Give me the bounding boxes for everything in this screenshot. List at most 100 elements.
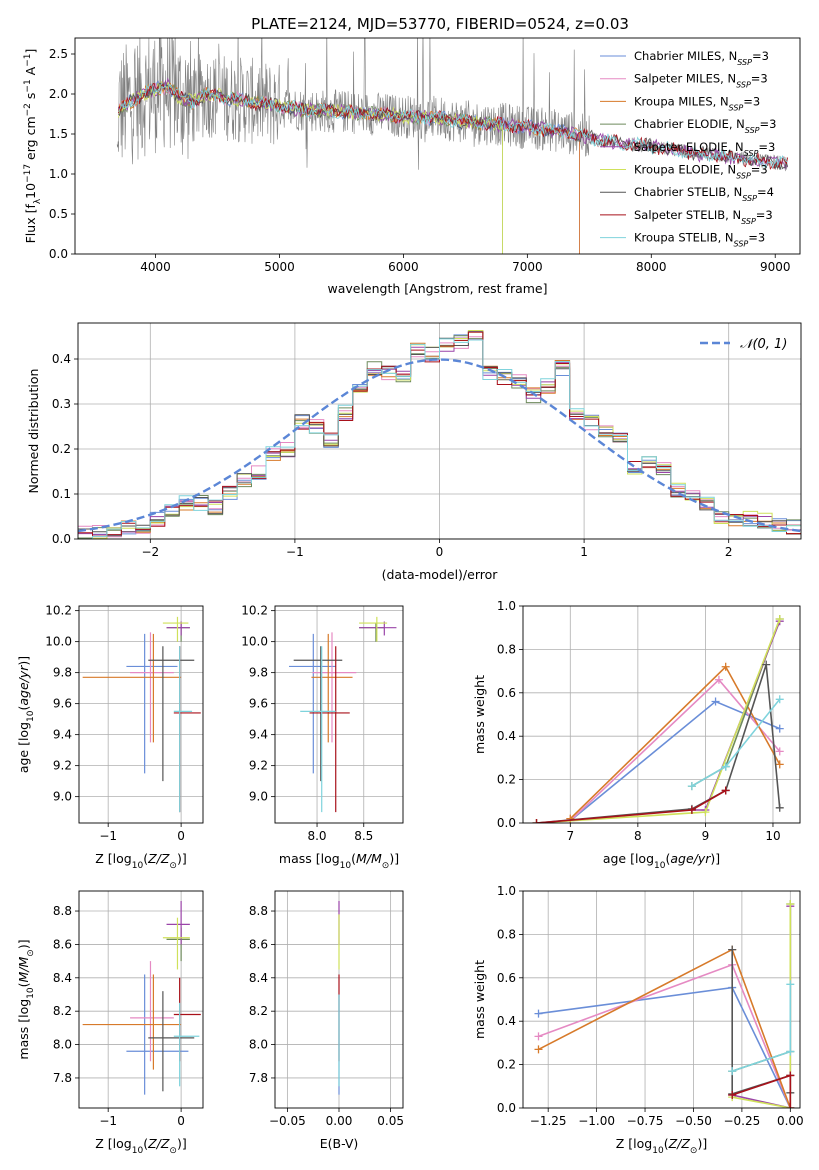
- legend-label: Chabrier MILES, NSSP=3: [634, 49, 769, 67]
- y-axis-label: Flux [fλ10−17 erg cm−2 s−1 A−1]: [23, 49, 43, 244]
- marker: [721, 662, 730, 671]
- series-kroupa-stelib: [687, 695, 784, 791]
- x-tick-label: 7: [566, 829, 574, 843]
- legend: 𝒩(0, 1): [700, 337, 787, 352]
- axes-frame: [522, 605, 801, 824]
- y-tick-label: 8.4: [53, 971, 72, 985]
- gaussian-curve: [78, 358, 801, 533]
- point-salpeter-elodie: [166, 621, 190, 636]
- x-tick-label: 0: [436, 545, 444, 559]
- x-tick-label: 10: [765, 829, 780, 843]
- marker: [786, 900, 795, 909]
- y-axis-label: age [log10(age/yr)]: [16, 656, 36, 773]
- x-tick-label: 8.0: [307, 829, 326, 843]
- marker: [534, 1045, 543, 1054]
- axes-frame: [274, 890, 404, 1109]
- plot-area: [79, 606, 203, 823]
- y-tick-label: 9.8: [53, 666, 72, 680]
- y-tick-label: 1.0: [497, 884, 516, 898]
- y-tick-label: 8.8: [53, 904, 72, 918]
- legend-label: Salpeter STELIB, NSSP=3: [634, 208, 773, 226]
- y-tick-label: 8.6: [249, 937, 268, 951]
- marker: [534, 1009, 543, 1018]
- y-tick-label: 0.2: [52, 442, 71, 456]
- x-tick-label: 1: [580, 545, 588, 559]
- point-chabrier-stelib: [148, 646, 195, 782]
- point-chabrier-miles: [126, 633, 178, 774]
- point-salpeter-stelib: [173, 646, 201, 813]
- point-salpeter-miles: [130, 961, 174, 1062]
- y-tick-label: 0.0: [497, 816, 516, 830]
- y-tick-label: 9.4: [249, 728, 268, 742]
- marker: [532, 819, 541, 823]
- legend-label: Chabrier STELIB, NSSP=4: [634, 185, 774, 203]
- marker: [786, 1071, 795, 1080]
- y-tick-label: 0.6: [497, 686, 516, 700]
- y-tick-label: 8.2: [53, 1004, 72, 1018]
- point-chabrier-stelib: [148, 991, 195, 1092]
- y-tick-label: 0.3: [52, 397, 71, 411]
- legend-label: Salpeter ELODIE, NSSP=3: [634, 140, 775, 158]
- x-tick-label: −0.75: [627, 1114, 664, 1128]
- marker: [786, 980, 795, 989]
- axes-frame: [522, 890, 801, 1109]
- y-tick-label: 9.0: [249, 790, 268, 804]
- y-tick-label: 8.4: [249, 971, 268, 985]
- y-tick-label: 1.5: [49, 127, 68, 141]
- y-tick-label: 0.4: [497, 729, 516, 743]
- y-tick-label: 9.6: [249, 697, 268, 711]
- plot-area: [275, 606, 403, 823]
- y-tick-label: 8.0: [53, 1038, 72, 1052]
- y-tick-label: 8.0: [249, 1038, 268, 1052]
- series-salpeter-stelib: [532, 786, 730, 823]
- x-axis-label: Z [log10(Z/Z⊙)]: [616, 1136, 707, 1156]
- marker: [711, 697, 720, 706]
- y-tick-label: 9.0: [53, 790, 72, 804]
- legend-label: Kroupa MILES, NSSP=3: [634, 94, 760, 112]
- plot-area: [523, 606, 800, 823]
- x-tick-label: 0: [177, 829, 185, 843]
- series-line: [538, 963, 792, 1108]
- y-axis-label: mass weight: [472, 675, 487, 754]
- axes-age-vs-mass: 8.0 8.5 9.0 9.2 9.4 9.6 9.8 10.0 10.2 mass [log10…: [241, 604, 404, 871]
- point-kroupa-miles: [82, 974, 182, 1070]
- point-kroupa-stelib: [173, 646, 193, 813]
- plot-area: [78, 323, 801, 539]
- x-tick-label: −1: [286, 545, 304, 559]
- plot-area: [79, 891, 203, 1108]
- x-axis-label: age [log10(age/yr)]: [603, 851, 720, 871]
- legend: Chabrier MILES, NSSP=3 Salpeter MILES, NS…: [600, 49, 776, 248]
- marker: [714, 675, 723, 684]
- point-kroupa-elodie: [162, 616, 189, 642]
- y-tick-label: 2.0: [49, 87, 68, 101]
- y-axis-label: mass weight: [472, 960, 487, 1039]
- axes-weight-vs-Z: −1.25 −1.00 −0.75 −0.50 −0.25 0.00 0.0 0.2 0.4 0.…: [472, 884, 804, 1156]
- x-tick-label: 4000: [140, 260, 171, 274]
- point-kroupa-stelib: [300, 646, 336, 813]
- marker: [728, 945, 737, 954]
- series-line: [536, 789, 727, 823]
- marker: [721, 786, 730, 795]
- y-tick-label: 8.6: [53, 937, 72, 951]
- marker: [786, 1047, 795, 1056]
- y-tick-label: 0.6: [497, 971, 516, 985]
- y-tick-label: 10.0: [45, 635, 72, 649]
- x-tick-label: 0.05: [377, 1114, 404, 1128]
- marker: [728, 1090, 737, 1099]
- y-tick-label: 9.2: [53, 759, 72, 773]
- axes-spectrum: 4000 5000 6000 7000 8000 9000 0.0 0.5 1.0 1.5 2.0 2…: [23, 37, 801, 296]
- model-salpeter-stelib: [118, 83, 788, 170]
- y-tick-label: 0.0: [497, 1101, 516, 1115]
- y-tick-label: 0.1: [52, 487, 71, 501]
- x-tick-label: 2: [725, 545, 733, 559]
- point-chabrier-stelib: [293, 646, 343, 782]
- point-salpeter-miles: [312, 632, 357, 743]
- y-tick-label: 0.0: [52, 532, 71, 546]
- y-tick-label: 1.0: [49, 167, 68, 181]
- x-tick-label: 6000: [388, 260, 419, 274]
- point-salpeter-stelib: [309, 646, 350, 813]
- point-kroupa-stelib: [173, 1002, 200, 1087]
- x-tick-label: 8000: [636, 260, 667, 274]
- marker: [775, 615, 784, 624]
- marker: [775, 803, 784, 812]
